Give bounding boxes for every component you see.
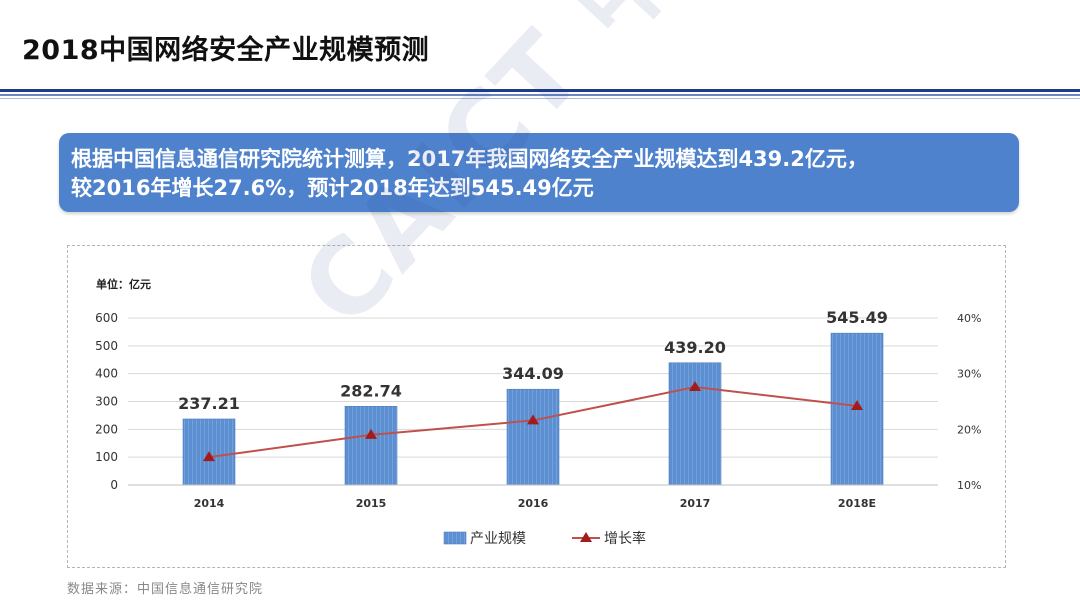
growth-rate-point xyxy=(689,381,701,392)
data-source-note: 数据来源：中国信息通信研究院 xyxy=(67,582,264,597)
bar-value-label: 282.74 xyxy=(340,381,402,400)
bar-value-label: 237.21 xyxy=(178,394,240,413)
y-left-tick-label: 100 xyxy=(95,450,118,464)
unit-label: 单位：亿元 xyxy=(96,277,151,291)
bar-value-label: 439.20 xyxy=(664,338,726,357)
title-divider-dark xyxy=(0,89,1080,92)
bar-value-label: 545.49 xyxy=(826,308,888,327)
chart-panel: 单位：亿元 0 100 200 300 400 500 600 10% 20% 30% 40% 2014… xyxy=(67,245,1006,568)
x-tick-label: 2016 xyxy=(518,497,549,510)
summary-banner: 根据中国信息通信研究院统计测算，2017年我国网络安全产业规模达到439.2亿元… xyxy=(59,133,1019,212)
y-right-tick-label: 20% xyxy=(957,423,981,436)
y-left-tick-label: 500 xyxy=(95,339,118,353)
x-tick-label: 2017 xyxy=(680,497,711,510)
x-tick-label: 2018E xyxy=(838,497,876,510)
summary-line-2: 较2016年增长27.6%，预计2018年达到545.49亿元 xyxy=(71,176,594,200)
summary-line-1: 根据中国信息通信研究院统计测算，2017年我国网络安全产业规模达到439.2亿元… xyxy=(71,147,868,171)
page-title: 2018中国网络安全产业规模预测 xyxy=(22,35,430,66)
y-right-tick-label: 40% xyxy=(957,312,981,325)
y-right-tick-label: 30% xyxy=(957,368,981,381)
y-left-tick-label: 400 xyxy=(95,367,118,381)
growth-rate-point xyxy=(527,414,539,425)
legend-label-line: 增长率 xyxy=(604,530,646,547)
x-tick-label: 2014 xyxy=(194,497,225,510)
y-right-tick-label: 10% xyxy=(957,479,981,492)
y-left-tick-label: 600 xyxy=(95,311,118,325)
y-left-tick-label: 200 xyxy=(95,422,118,436)
bar-2016 xyxy=(506,388,560,486)
growth-rate-point xyxy=(851,399,863,410)
legend-swatch-bar xyxy=(443,531,467,545)
market-size-chart: 单位：亿元 0 100 200 300 400 500 600 10% 20% 30% 40% 2014… xyxy=(95,277,981,547)
title-divider-light xyxy=(0,94,1080,96)
growth-rate-point xyxy=(203,451,215,462)
bar-2015 xyxy=(344,406,398,486)
legend-label-bar: 产业规模 xyxy=(470,531,526,547)
y-left-tick-label: 300 xyxy=(95,395,118,409)
legend-marker-line xyxy=(580,532,592,542)
x-tick-label: 2015 xyxy=(356,497,387,510)
title-divider-thin xyxy=(0,98,1080,99)
growth-rate-point xyxy=(365,428,377,439)
y-left-tick-label: 0 xyxy=(110,478,118,492)
bar-value-label: 344.09 xyxy=(502,364,564,383)
